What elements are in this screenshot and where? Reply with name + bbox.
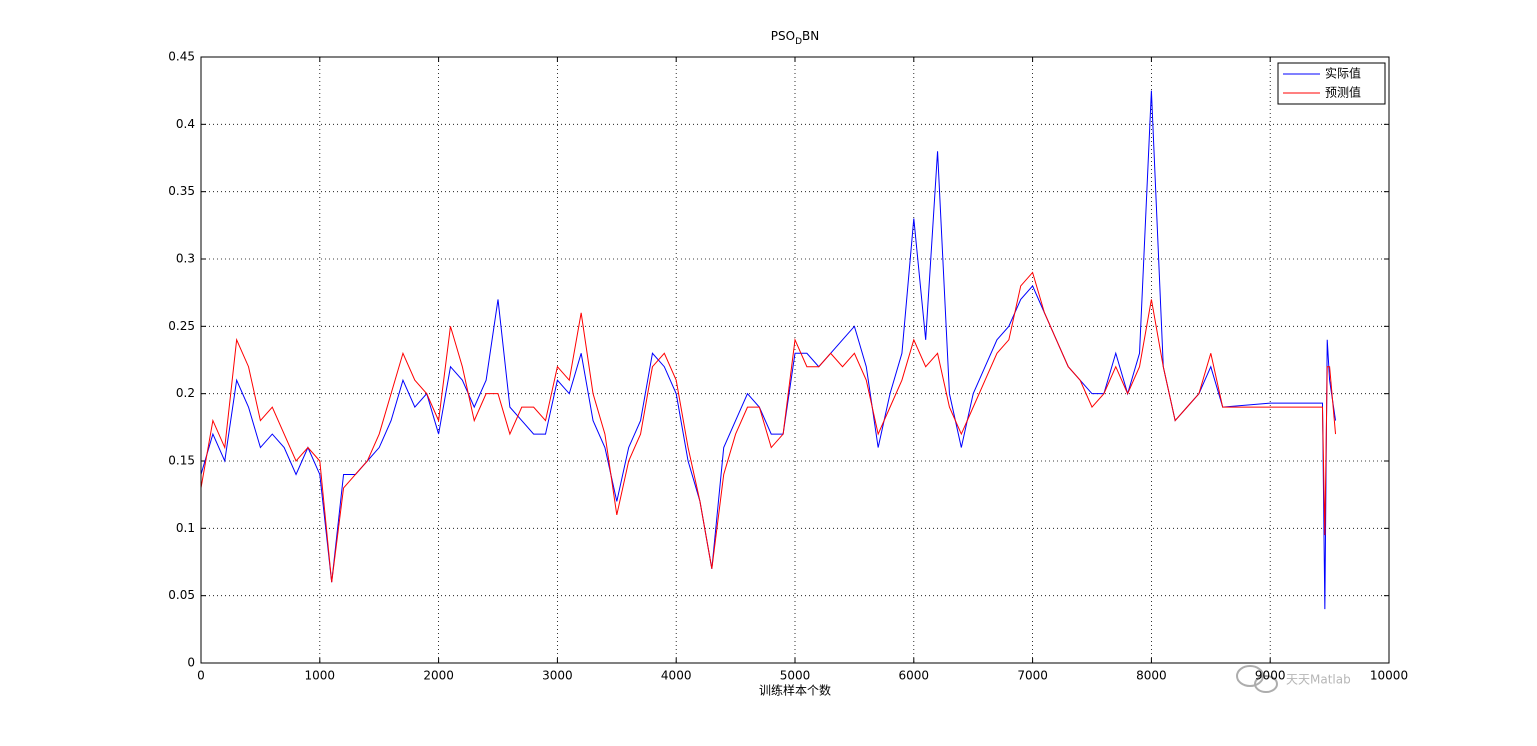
y-tick-label: 0.05 <box>168 588 195 602</box>
plot-area <box>201 57 1389 663</box>
y-tick-label: 0.4 <box>176 117 195 131</box>
x-tick-label: 3000 <box>542 669 573 683</box>
y-tick-label: 0.3 <box>176 252 195 266</box>
x-tick-label: 7000 <box>1017 669 1048 683</box>
y-tick-label: 0.2 <box>176 386 195 400</box>
y-tick-label: 0 <box>187 656 195 670</box>
x-tick-label: 4000 <box>661 669 692 683</box>
axes-box <box>200 56 1390 664</box>
x-tick-label: 9000 <box>1255 669 1286 683</box>
x-axis-label: 训练样本个数 <box>759 683 831 698</box>
x-tick-label: 6000 <box>899 669 930 683</box>
x-tick-label: 2000 <box>423 669 454 683</box>
series-line <box>200 271 1337 583</box>
legend-label: 预测值 <box>1325 85 1361 100</box>
y-tick-label: 0.35 <box>168 184 195 198</box>
series-line <box>200 90 1337 610</box>
y-tick-label: 0.45 <box>168 50 195 64</box>
watermark: 天天Matlab <box>1286 673 1351 687</box>
legend-label: 实际值 <box>1325 66 1361 81</box>
y-tick-label: 0.1 <box>176 521 195 535</box>
x-tick-label: 10000 <box>1370 669 1408 683</box>
legend-box <box>1277 62 1386 105</box>
chart-title: PSODBN <box>771 29 819 47</box>
watermark-icon <box>1236 665 1278 693</box>
y-tick-label: 0.15 <box>168 454 195 468</box>
x-tick-label: 5000 <box>780 669 811 683</box>
x-tick-label: 0 <box>197 669 205 683</box>
y-tick-label: 0.25 <box>168 319 195 333</box>
x-tick-label: 8000 <box>1136 669 1167 683</box>
x-tick-label: 1000 <box>305 669 336 683</box>
